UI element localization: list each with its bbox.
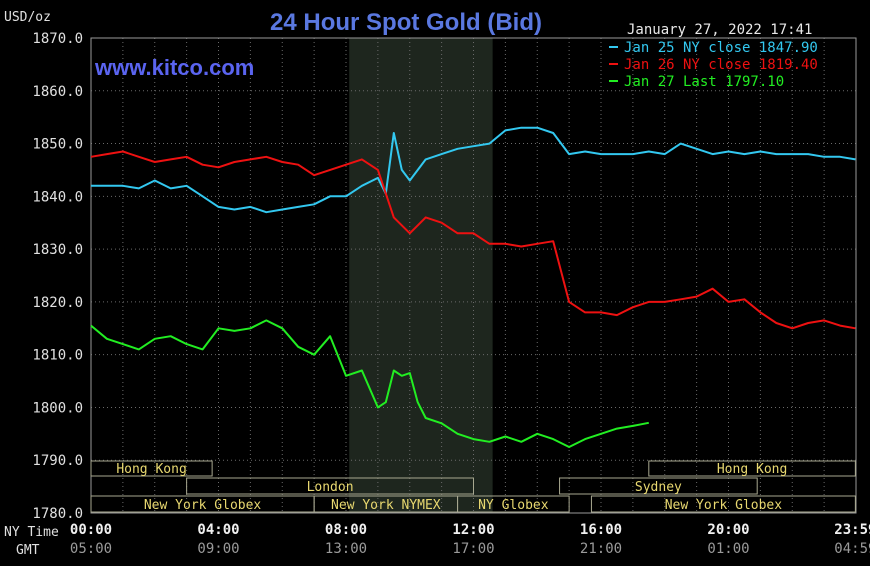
x-tick-label-ny: 23:59 (834, 522, 870, 538)
x-tick-label-gmt: 01:00 (707, 541, 749, 557)
session-shade (349, 38, 493, 513)
x-tick-label-gmt: 17:00 (452, 541, 494, 557)
market-label: Hong Kong (717, 462, 787, 477)
x-tick-label-ny: 08:00 (325, 522, 367, 538)
legend-label: Jan 26 NY close 1819.40 (624, 57, 818, 73)
market-bar (590, 495, 856, 513)
x-tick-label-gmt: 04:59 (834, 541, 870, 557)
y-tick-label: 1780.0 (32, 506, 83, 522)
market-hours-bars: Hong Kong Hong Kong London Sydney New York G… (90, 460, 856, 513)
chart-title: 24 Hour Spot Gold (Bid) (270, 9, 542, 36)
market-label: New York Globex (665, 498, 783, 513)
y-tick-label: 1800.0 (32, 400, 83, 416)
x-tick-label-gmt: 21:00 (580, 541, 622, 557)
grid (90, 37, 857, 514)
ny-time-label: NY Time (4, 525, 59, 540)
market-label: New York NYMEX (331, 498, 441, 513)
legend-label: Jan 27 Last 1797.10 (624, 74, 784, 90)
watermark: www.kitco.com (94, 55, 254, 80)
x-tick-label-ny: 20:00 (707, 522, 749, 538)
axes: 1870.0 1860.0 1850.0 1840.0 1830.0 1820.0 1810… (32, 31, 870, 557)
series-line-1 (91, 126, 856, 214)
gmt-label: GMT (16, 543, 40, 558)
x-tick-label-gmt: 13:00 (325, 541, 367, 557)
y-tick-label: 1870.0 (32, 31, 83, 47)
y-tick-label: 1810.0 (32, 348, 83, 364)
market-bar (186, 477, 474, 495)
series-line-3 (90, 319, 649, 448)
market-bar (457, 495, 570, 513)
market-label: NY Globex (478, 498, 549, 513)
plot-border (90, 37, 857, 514)
x-tick-label-ny: 00:00 (70, 522, 112, 538)
market-label: London (307, 480, 354, 495)
legend-label: Jan 25 NY close 1847.90 (624, 40, 818, 56)
trading-session-shading (349, 38, 493, 513)
timestamp: January 27, 2022 17:41 (627, 22, 812, 38)
x-tick-label-gmt: 05:00 (70, 541, 112, 557)
price-lines (90, 126, 856, 448)
market-bar (648, 460, 856, 477)
x-tick-label-ny: 16:00 (580, 522, 622, 538)
market-label: Hong Kong (116, 462, 186, 477)
unit-label: USD/oz (4, 10, 51, 25)
x-tick-label-gmt: 09:00 (197, 541, 239, 557)
x-tick-label-ny: 12:00 (452, 522, 494, 538)
y-tick-label: 1860.0 (32, 84, 83, 100)
y-tick-label: 1850.0 (32, 137, 83, 153)
y-tick-label: 1830.0 (32, 242, 83, 258)
y-tick-label: 1820.0 (32, 295, 83, 311)
market-bar (90, 460, 213, 477)
market-label: Sydney (635, 480, 682, 495)
y-tick-label: 1790.0 (32, 453, 83, 469)
market-label: New York Globex (144, 498, 262, 513)
market-bar (559, 477, 758, 495)
x-tick-label-ny: 04:00 (197, 522, 239, 538)
y-tick-label: 1840.0 (32, 189, 83, 205)
series-line-2 (90, 150, 856, 330)
